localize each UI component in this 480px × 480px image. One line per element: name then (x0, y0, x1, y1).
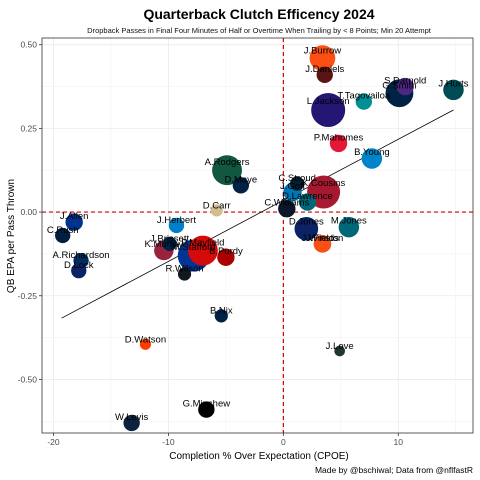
data-point (55, 227, 71, 244)
y-axis-ticks: -0.50 -0.25 0.00 0.25 0.50 (18, 40, 42, 384)
y-tick-label: 0.50 (20, 40, 37, 50)
chart-subtitle: Dropback Passes in Final Four Minutes of… (87, 26, 432, 35)
point-label: D.Maye (224, 174, 257, 185)
point-label: J.Allen (60, 211, 89, 222)
point-label: L.Jackson (307, 96, 350, 107)
point-label: D.Jones (289, 217, 324, 228)
x-tick-label: -10 (162, 437, 175, 447)
point-label: C.Stroud (278, 173, 316, 184)
point-label: J.Brissett (150, 233, 189, 244)
x-tick-label: 0 (281, 437, 286, 447)
y-tick-label: 0.00 (20, 207, 37, 217)
point-label: J.Daniels (305, 64, 344, 75)
point-label: M.Jones (331, 216, 367, 227)
y-tick-label: 0.25 (20, 123, 37, 133)
point-label: B.Purdy (209, 246, 243, 257)
data-point (212, 155, 242, 186)
data-point (139, 338, 152, 350)
point-labels: J.Burrow J.Daniels S.Darnold J.Hurts G.Smith… (47, 46, 469, 424)
x-tick-label: 10 (394, 437, 404, 447)
data-point (290, 176, 305, 191)
data-point (123, 414, 140, 432)
data-point (217, 248, 235, 266)
trend-line (61, 109, 454, 319)
point-label: J.Goff (280, 181, 306, 192)
data-point (71, 262, 87, 279)
data-point (198, 401, 215, 418)
chart-caption: Made by @bschiwal; Data from @nflfastR (315, 465, 473, 475)
plot-panel (41, 37, 474, 434)
data-point (361, 148, 383, 169)
y-tick-label: -0.50 (18, 374, 38, 384)
data-point (338, 216, 360, 238)
point-label: K.Murray (145, 239, 184, 250)
data-point (443, 79, 464, 101)
data-point (65, 213, 83, 231)
point-label: A.Rodgers (205, 157, 250, 168)
point-label: K.Cousins (302, 178, 346, 189)
data-point (232, 177, 250, 194)
point-label: S.Darnold (384, 75, 426, 86)
point-label: D.Lawrence (282, 191, 333, 202)
point-label: D.Watson (125, 334, 166, 345)
data-point (177, 267, 192, 281)
panel-border (41, 37, 474, 434)
data-point (334, 345, 345, 357)
y-tick-label: -0.25 (18, 291, 38, 301)
point-label: P.Mahomes (314, 132, 364, 143)
data-point (187, 235, 218, 266)
point-label: G.Minshew (183, 399, 231, 410)
point-label: J.Fields (306, 233, 339, 244)
point-label: R.Wilson (166, 264, 204, 275)
point-label: C.Rush (47, 225, 79, 236)
data-point (355, 93, 372, 110)
point-label: J.Burrow (304, 46, 342, 57)
data-points (55, 45, 464, 432)
data-point (311, 92, 346, 127)
point-label: B.Nix (210, 306, 233, 317)
point-label: J.Hurts (438, 78, 468, 89)
data-point (313, 235, 332, 253)
data-point (298, 193, 317, 211)
data-point (278, 200, 296, 218)
data-point (309, 45, 336, 71)
data-point (316, 66, 333, 84)
trend-line-group (61, 109, 454, 319)
data-point (329, 134, 348, 153)
y-axis-label: QB EPA per Pass Thrown (6, 179, 17, 293)
data-point (214, 309, 228, 323)
point-label: P.Mayfield (181, 237, 224, 248)
point-label: G.Smith (382, 80, 416, 91)
data-point (210, 204, 223, 217)
point-label: J.Herbert (157, 215, 196, 226)
data-point (294, 216, 319, 241)
point-label: D.Lock (64, 260, 94, 271)
point-label: D.Carr (203, 200, 231, 211)
point-label: M.Stafford (172, 242, 216, 253)
data-point (162, 236, 177, 252)
data-point (168, 217, 185, 234)
reference-lines (42, 38, 473, 433)
point-label: J.Winston (302, 233, 344, 244)
point-label: T.Tagovailoa (337, 91, 391, 102)
point-label: B.Young (354, 147, 390, 158)
x-axis-ticks: -20 -10 0 10 (47, 433, 403, 447)
point-label: C.Williams (264, 198, 309, 209)
x-tick-label: -20 (47, 437, 60, 447)
point-label: A.Richardson (53, 250, 110, 261)
point-label: J.Love (326, 341, 354, 352)
data-point (396, 77, 414, 96)
point-label: W.Levis (115, 412, 149, 423)
x-axis-label: Completion % Over Expectation (CPOE) (169, 451, 349, 462)
chart-title: Quarterback Clutch Efficency 2024 (143, 6, 374, 22)
